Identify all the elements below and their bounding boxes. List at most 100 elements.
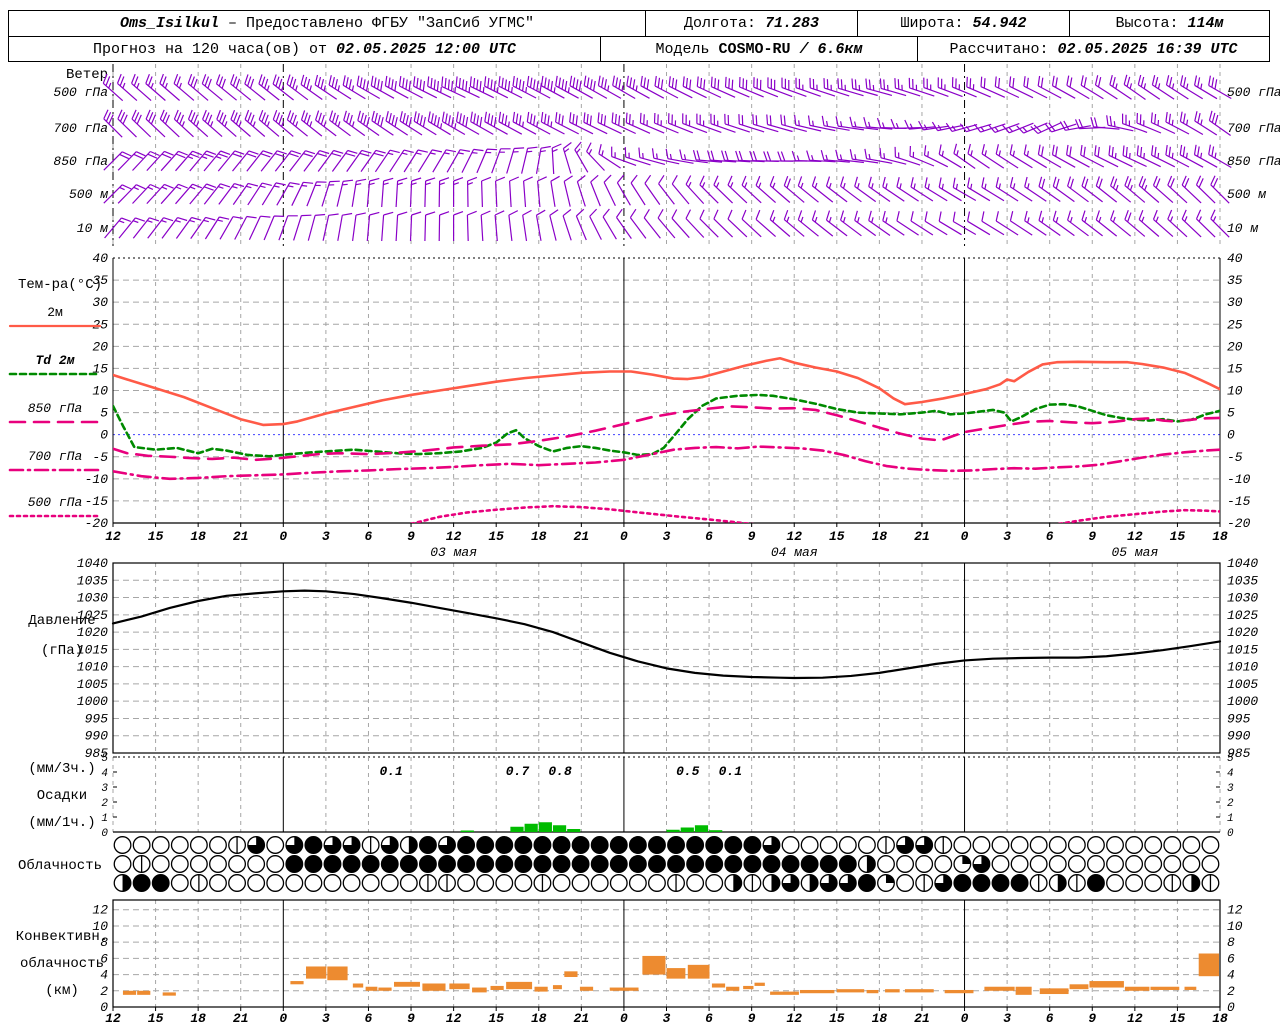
precip-ytick-left: 2 <box>101 798 108 810</box>
pressure-ytick-right: 1010 <box>1227 660 1258 675</box>
temp-panel-title: Тем-ра(°C) <box>18 277 102 293</box>
precip-bar <box>709 830 723 832</box>
x-hour-label: 3 <box>663 529 671 544</box>
cloud-cover-symbol <box>113 836 132 854</box>
cloud-cover-symbol <box>705 874 724 892</box>
temp-ytick-right: 10 <box>1227 384 1243 399</box>
x-hour-label-bottom: 6 <box>365 1011 373 1024</box>
cloud-cover-symbol <box>457 874 476 892</box>
pressure-ytick-right: 1020 <box>1227 625 1258 640</box>
x-hour-label-bottom: 3 <box>1003 1011 1011 1024</box>
cloud-cover-symbol <box>819 836 838 854</box>
x-hour-label: 6 <box>1046 529 1054 544</box>
convective-cloud-bar <box>490 985 504 990</box>
temp-ytick-left: 40 <box>92 251 108 266</box>
cloud-cover-symbol <box>667 855 685 873</box>
temp-ytick-left: -15 <box>85 494 109 509</box>
cloud-cover-symbol <box>800 855 819 873</box>
cloud-cover-symbol <box>189 855 208 873</box>
convective-cloud-bar <box>472 987 487 993</box>
convective-cloud-bar <box>449 983 470 990</box>
cloud-cover-symbol <box>609 874 628 892</box>
cloud-cover-symbol <box>571 855 590 873</box>
cloud-cover-symbol <box>533 836 552 854</box>
x-hour-label: 9 <box>1088 529 1096 544</box>
temp-ytick-right: 40 <box>1227 251 1243 266</box>
precip-bar <box>694 825 709 832</box>
convective-cloud-bar <box>711 983 726 988</box>
x-hour-label: 9 <box>748 529 756 544</box>
x-hour-label: 12 <box>105 529 121 544</box>
cloud-cover-symbol <box>247 855 266 873</box>
pressure-ytick-left: 1020 <box>77 625 108 640</box>
cloud-cover-symbol <box>648 855 666 873</box>
pressure-ytick-right: 1000 <box>1227 694 1258 709</box>
alt-label: Высота: <box>1115 15 1179 32</box>
temp-ytick-right: -15 <box>1227 494 1251 509</box>
convective-cloud-bar <box>1198 953 1219 977</box>
convective-cloud-bar <box>394 981 420 987</box>
temp-ytick-right: 30 <box>1227 295 1243 310</box>
x-hour-label-bottom: 21 <box>233 1011 249 1024</box>
convective-cloud-bar <box>365 986 378 991</box>
pressure-ytick-right: 1015 <box>1227 642 1258 657</box>
cloud-cover-symbol <box>457 855 476 873</box>
cloud-cover-symbol <box>1010 874 1029 892</box>
precip-3h-value: 0.7 <box>506 764 530 779</box>
precip-3h-value: 0.1 <box>379 764 402 779</box>
cloud-cover-symbol <box>705 855 724 873</box>
cloud-cover-symbol <box>819 855 838 873</box>
cloud-cover-symbol <box>380 874 399 892</box>
cloud-cover-symbol <box>724 855 743 873</box>
temperature-legend: Тем-ра(°C) 2м Td 2м 850 гПа 700 гПа 500 гПа <box>8 277 102 518</box>
convective-cloud-bar <box>378 987 392 991</box>
cloud-cover-symbol <box>151 836 170 854</box>
cloud-cover-symbol <box>1106 836 1124 854</box>
cloud-cover-symbol <box>342 855 361 873</box>
temp-ytick-left: -10 <box>85 472 109 487</box>
cloud-cover-symbol <box>628 874 647 892</box>
pressure-panel: 1040 1040 1035 1035 1030 1030 1025 1025 1020 1020… <box>28 556 1258 761</box>
convective-cloud-bar <box>552 985 562 990</box>
convective-cloud-bar <box>1184 986 1197 990</box>
cloud-cover-symbol <box>285 855 304 873</box>
convective-cloud-bar <box>327 966 348 981</box>
header-row-1: Oms_Isilkul – Предоставлено ФГБУ "ЗапСиб… <box>8 10 1270 37</box>
x-hour-label: 15 <box>488 529 504 544</box>
convective-cloud-bar <box>422 983 446 991</box>
wind-level-label-right: 700 гПа <box>1227 121 1280 136</box>
cloud-cover-symbol <box>1106 874 1124 892</box>
precip-bar <box>510 826 524 832</box>
convective-cloud-bar <box>743 985 754 990</box>
lat-label: Широта: <box>900 15 964 32</box>
x-hour-label-bottom: 21 <box>574 1011 590 1024</box>
convective-cloud-bar <box>666 968 686 979</box>
cloud-cover-symbol <box>953 874 972 892</box>
precip-ytick-right: 1 <box>1227 813 1234 825</box>
x-hour-label-bottom: 15 <box>488 1011 504 1024</box>
temp-ytick-right: -10 <box>1227 472 1251 487</box>
cloud-cover-symbol <box>857 836 876 854</box>
cloud-cover-symbol <box>1010 855 1029 873</box>
x-hour-label: 0 <box>620 529 628 544</box>
cloud-cover-symbol <box>590 855 609 873</box>
convective-cloud-bar <box>726 986 740 991</box>
temp-ytick-right: 20 <box>1227 339 1243 354</box>
x-hour-label-bottom: 21 <box>914 1011 930 1024</box>
wind-panel-title: Ветер <box>66 67 108 83</box>
precip-ytick-right: 5 <box>1227 753 1234 765</box>
dash: – <box>227 15 237 32</box>
cloud-cover-symbol <box>495 855 514 873</box>
x-hour-label: 21 <box>233 529 249 544</box>
temp-ytick-right: 15 <box>1227 361 1243 376</box>
cloud-cover-symbol <box>495 874 514 892</box>
convective-cloud-bar <box>1015 986 1032 995</box>
temp-ytick-left: 35 <box>92 273 108 288</box>
temp-ytick-left: -5 <box>92 450 108 465</box>
x-date-label: 05 мая <box>1111 545 1158 560</box>
cloud-cover-symbol <box>1125 855 1144 873</box>
calc-time: 02.05.2025 16:39 UTC <box>1057 40 1238 58</box>
temp-ytick-left: 25 <box>92 317 108 332</box>
x-hour-label-bottom: 9 <box>407 1011 415 1024</box>
conv-panel-title: облачность <box>20 955 104 972</box>
